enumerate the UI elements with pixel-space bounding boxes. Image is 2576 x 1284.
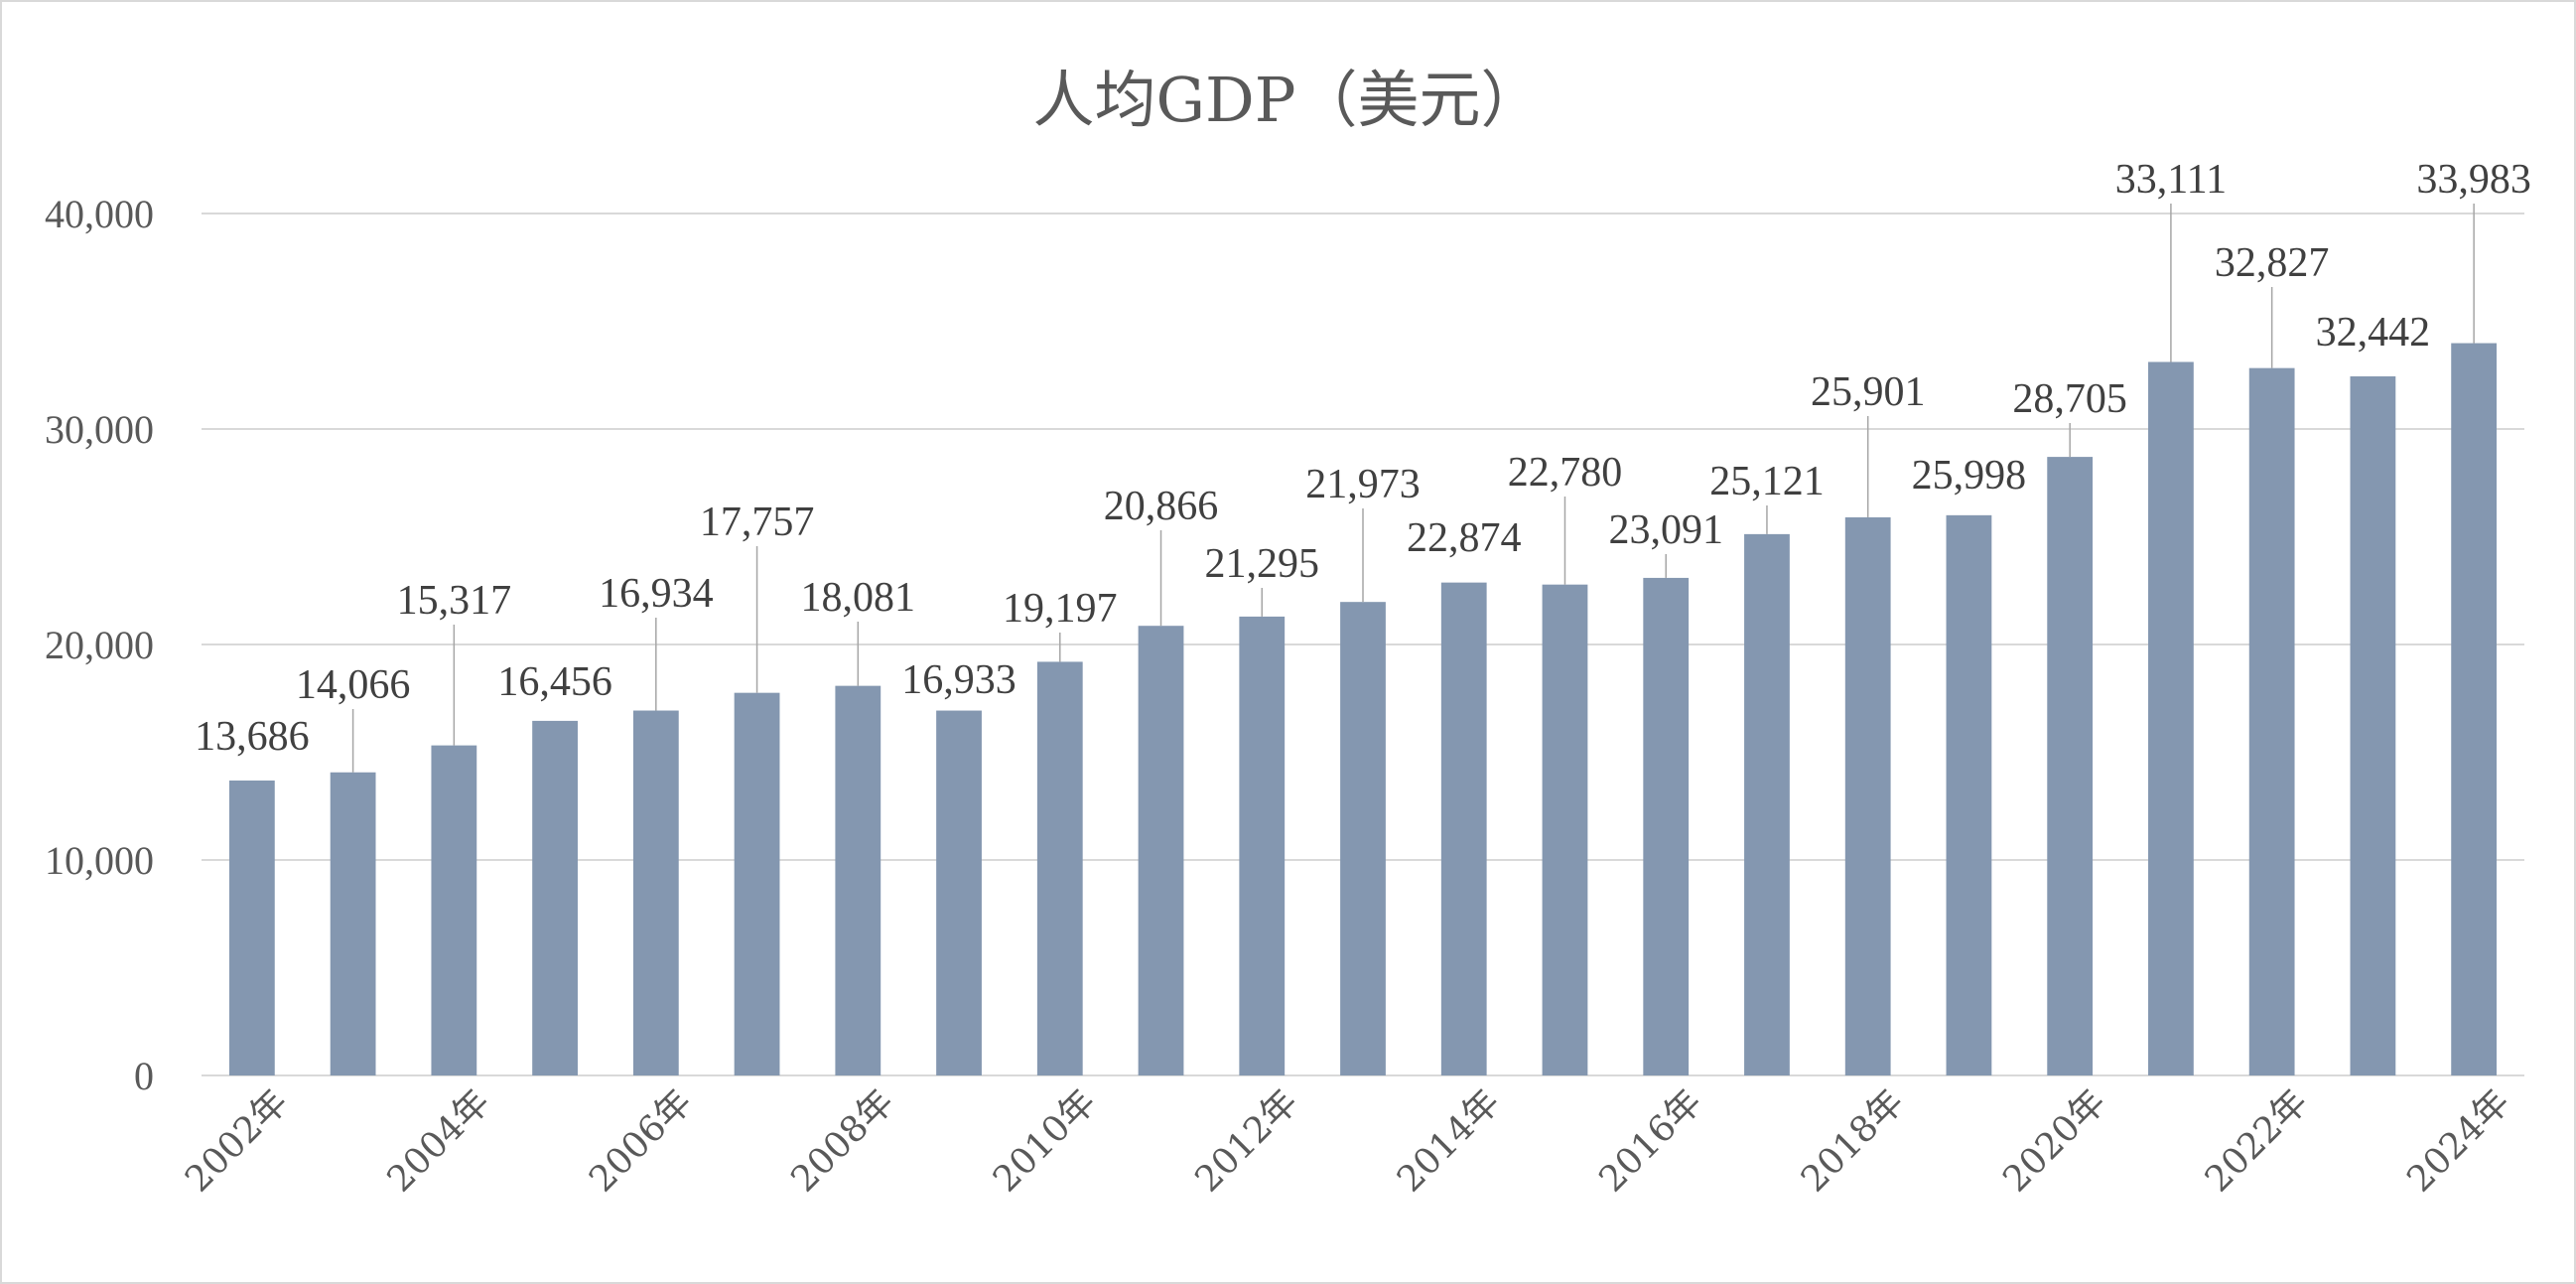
bar [2350, 376, 2396, 1075]
data-label: 32,442 [2316, 310, 2431, 356]
data-label: 16,933 [901, 657, 1017, 703]
bar [835, 685, 881, 1075]
bar [1440, 582, 1487, 1075]
data-label: 22,874 [1407, 515, 1522, 561]
data-label: 14,066 [296, 662, 411, 708]
y-tick-label: 20,000 [45, 623, 154, 667]
bar [532, 720, 578, 1075]
x-tick-label: 2002年 [178, 1081, 296, 1200]
data-label: 21,295 [1205, 541, 1320, 587]
bar [1036, 661, 1083, 1075]
y-tick-label: 0 [134, 1054, 154, 1098]
data-label: 22,780 [1508, 450, 1623, 496]
bar [1542, 584, 1588, 1075]
bar [1946, 514, 1992, 1075]
bar [1239, 616, 1286, 1075]
data-label: 15,317 [397, 578, 512, 624]
y-tick-label: 40,000 [45, 192, 154, 236]
bar [1138, 626, 1184, 1075]
bar [1643, 577, 1690, 1075]
data-label: 20,866 [1104, 484, 1219, 529]
bar [228, 781, 275, 1075]
data-label: 13,686 [195, 714, 310, 760]
data-label: 28,705 [2012, 376, 2127, 422]
data-label: 25,901 [1811, 369, 1926, 415]
data-label: 16,456 [497, 659, 612, 705]
y-tick-label: 10,000 [45, 838, 154, 883]
bar [1340, 602, 1386, 1075]
x-tick-label: 2014年 [1390, 1081, 1508, 1200]
x-tick-label: 2022年 [2198, 1081, 2316, 1200]
bar [2451, 343, 2498, 1075]
x-tick-label: 2010年 [986, 1081, 1104, 1200]
data-label: 23,091 [1608, 507, 1723, 553]
bar [2148, 361, 2194, 1075]
bar [330, 772, 376, 1075]
data-label: 18,081 [801, 575, 916, 621]
bar [2047, 457, 2094, 1075]
x-tick-label: 2008年 [783, 1081, 901, 1200]
x-tick-label: 2016年 [1591, 1081, 1709, 1200]
bar [2248, 367, 2295, 1075]
data-label: 32,827 [2215, 240, 2330, 286]
x-tick-label: 2024年 [2399, 1081, 2517, 1200]
data-label: 33,983 [2416, 157, 2531, 203]
x-tick-label: 2012年 [1187, 1081, 1305, 1200]
y-tick-label: 30,000 [45, 407, 154, 452]
x-tick-label: 2004年 [379, 1081, 497, 1200]
x-axis: 2002年 2004年 2006年 2008年 2010年 2012年 2014年 2016年… [178, 1081, 2517, 1200]
y-axis: 0 10,000 20,000 30,000 40,000 [45, 192, 154, 1098]
bar [632, 710, 679, 1075]
bar [936, 710, 982, 1075]
data-label: 25,998 [1912, 453, 2027, 499]
data-label: 17,757 [700, 499, 815, 545]
data-label: 25,121 [1709, 459, 1825, 504]
bar [734, 692, 780, 1075]
data-labels: 13,686 14,066 15,317 16,456 16,934 17,757 18,0… [195, 157, 2531, 760]
data-label: 19,197 [1003, 586, 1118, 632]
data-label: 33,111 [2115, 157, 2227, 203]
bar [1844, 516, 1891, 1075]
data-label: 16,934 [599, 571, 714, 617]
x-tick-label: 2018年 [1794, 1081, 1912, 1200]
chart-title: 人均GDP（美元） [1033, 64, 1543, 136]
x-tick-label: 2006年 [582, 1081, 700, 1200]
x-tick-label: 2020年 [1995, 1081, 2113, 1200]
data-label: 21,973 [1305, 462, 1421, 507]
leader-lines [351, 204, 2475, 773]
bars [228, 343, 2498, 1075]
bar [1744, 533, 1790, 1075]
bar [431, 745, 477, 1075]
